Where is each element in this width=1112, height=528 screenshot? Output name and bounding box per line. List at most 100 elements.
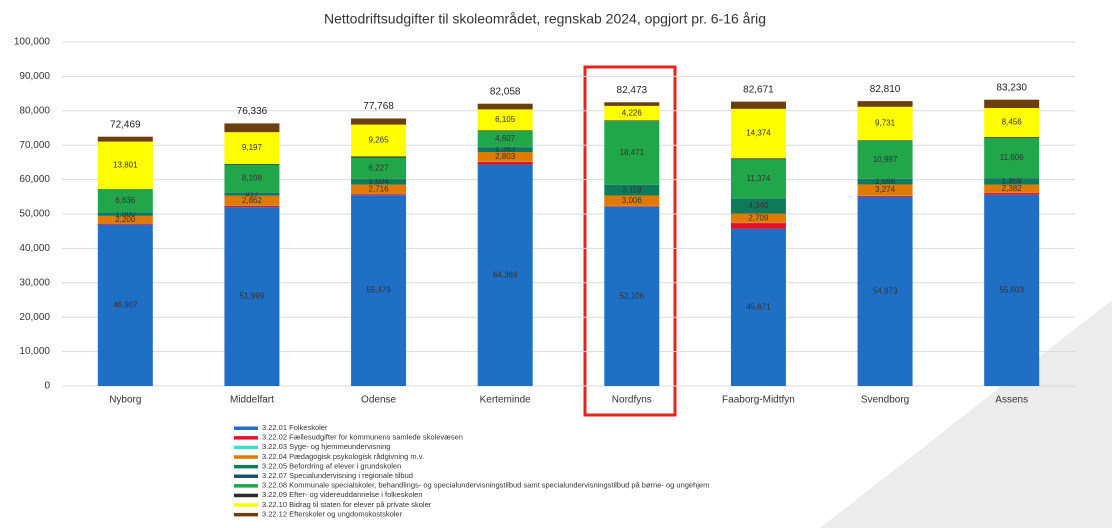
- data-label: 11,606: [1000, 153, 1024, 162]
- y-tick-label: 100,000: [14, 37, 51, 48]
- bar-segment: [97, 136, 153, 142]
- legend-swatch: [234, 493, 258, 498]
- bar-segment: [351, 156, 407, 158]
- legend-label: 3.22.07 Specialundervisning i regionale …: [262, 471, 413, 480]
- bar-segment: [97, 215, 153, 224]
- data-label: 1,598: [875, 177, 896, 186]
- total-label: 82,058: [490, 86, 521, 97]
- data-label: 4,226: [622, 108, 643, 117]
- x-tick-label: Nordfyns: [612, 395, 652, 406]
- legend-swatch: [234, 484, 258, 488]
- bar-segment: [604, 184, 660, 196]
- bar-segment: [477, 131, 533, 147]
- bar-segment: [857, 195, 913, 197]
- x-tick-label: Faaborg-Midtfyn: [722, 395, 795, 406]
- y-tick-label: 10,000: [19, 346, 50, 357]
- data-label: 9,197: [242, 143, 263, 152]
- bar-segment: [730, 108, 786, 159]
- bar-segment: [984, 138, 1040, 179]
- total-label: 82,810: [870, 84, 901, 95]
- bar-segment: [224, 195, 280, 206]
- highlight-box: [583, 65, 677, 417]
- bar-segment: [857, 196, 913, 386]
- total-label: 82,671: [743, 84, 774, 95]
- bar-segment: [351, 195, 407, 386]
- legend-label: 3.22.08 Kommunale specialskoler, behandl…: [262, 481, 709, 490]
- total-label: 83,230: [996, 82, 1027, 93]
- data-label: 1,604: [369, 177, 390, 186]
- bar-segment: [224, 164, 280, 193]
- y-tick-label: 80,000: [19, 105, 50, 116]
- x-tick-label: Nyborg: [109, 395, 141, 406]
- bar-segment: [224, 123, 280, 133]
- bar-segment: [984, 184, 1040, 193]
- total-label: 82,473: [617, 85, 648, 96]
- x-tick-label: Svendborg: [861, 395, 909, 406]
- data-label: 55,479: [366, 286, 391, 295]
- bar-segment: [857, 184, 913, 196]
- data-label: 54,973: [873, 287, 898, 296]
- data-label: 1,000: [115, 209, 136, 218]
- data-label: 2,709: [748, 213, 769, 222]
- bar-segment: [224, 163, 280, 165]
- bar-segment: [224, 207, 280, 386]
- legend-swatch: [234, 474, 258, 478]
- bar-segment: [604, 195, 660, 206]
- y-tick-label: 20,000: [19, 312, 50, 323]
- legend-label: 3.22.10 Bidrag til staten for elever på …: [262, 500, 432, 509]
- data-label: 8,108: [242, 174, 263, 183]
- bar-segment: [477, 161, 533, 165]
- bar-segment: [857, 178, 913, 185]
- y-tick-label: 60,000: [19, 174, 50, 185]
- data-label: 46,907: [113, 300, 138, 309]
- bar-segment: [730, 213, 786, 223]
- bar-segment: [477, 103, 533, 110]
- total-label: 77,768: [363, 101, 394, 112]
- legend-swatch: [234, 426, 258, 430]
- bar-segment: [984, 137, 1040, 139]
- legend-label: 3.22.03 Syge- og hjemmeundervisning: [262, 442, 390, 451]
- legend-label: 3.22.01 Folkeskoler: [262, 423, 328, 432]
- data-label: 4,607: [495, 134, 516, 143]
- bar-segment: [984, 178, 1040, 185]
- data-label: 6,227: [369, 163, 390, 172]
- data-label: 8,456: [1002, 118, 1023, 127]
- legend-label: 3.22.05 Befordring af elever i grundskol…: [262, 461, 401, 470]
- data-label: 3,274: [875, 185, 896, 194]
- data-label: 1,859: [1002, 177, 1023, 186]
- bar-segment: [604, 105, 660, 121]
- bar-segment: [730, 101, 786, 109]
- data-label: 2,200: [115, 215, 136, 224]
- bar-segment: [857, 140, 913, 141]
- total-label: 76,336: [237, 106, 268, 117]
- data-label: 2,862: [242, 196, 263, 205]
- bar-segment: [604, 120, 660, 122]
- legend-label: 3.22.12 Efterskoler og ungdomskostskoler: [262, 509, 403, 518]
- legend-swatch: [234, 512, 258, 517]
- bar-segment: [984, 108, 1040, 138]
- bar-segment: [97, 141, 153, 190]
- data-label: 13,801: [113, 160, 138, 169]
- x-tick-label: Middelfart: [230, 395, 274, 406]
- bar-segment: [351, 179, 407, 185]
- bar-segment: [984, 193, 1040, 195]
- legend-swatch: [234, 455, 258, 459]
- bar-segment: [730, 159, 786, 199]
- bar-segment: [857, 106, 913, 141]
- data-label: 14,374: [746, 129, 771, 138]
- data-label: 18,471: [620, 148, 645, 157]
- data-label: 1,383: [495, 145, 516, 154]
- bar-segment: [97, 212, 153, 216]
- data-label: 51,999: [240, 292, 265, 301]
- bar-segment: [730, 228, 786, 386]
- data-label: 55,603: [999, 285, 1024, 294]
- data-label: 11,374: [747, 174, 771, 183]
- data-label: 52,106: [620, 291, 645, 300]
- bar-segment: [730, 158, 786, 160]
- bar-segment: [984, 99, 1040, 109]
- data-label: 3,006: [622, 196, 643, 205]
- x-tick-label: Odense: [361, 395, 396, 406]
- y-tick-label: 90,000: [19, 71, 50, 82]
